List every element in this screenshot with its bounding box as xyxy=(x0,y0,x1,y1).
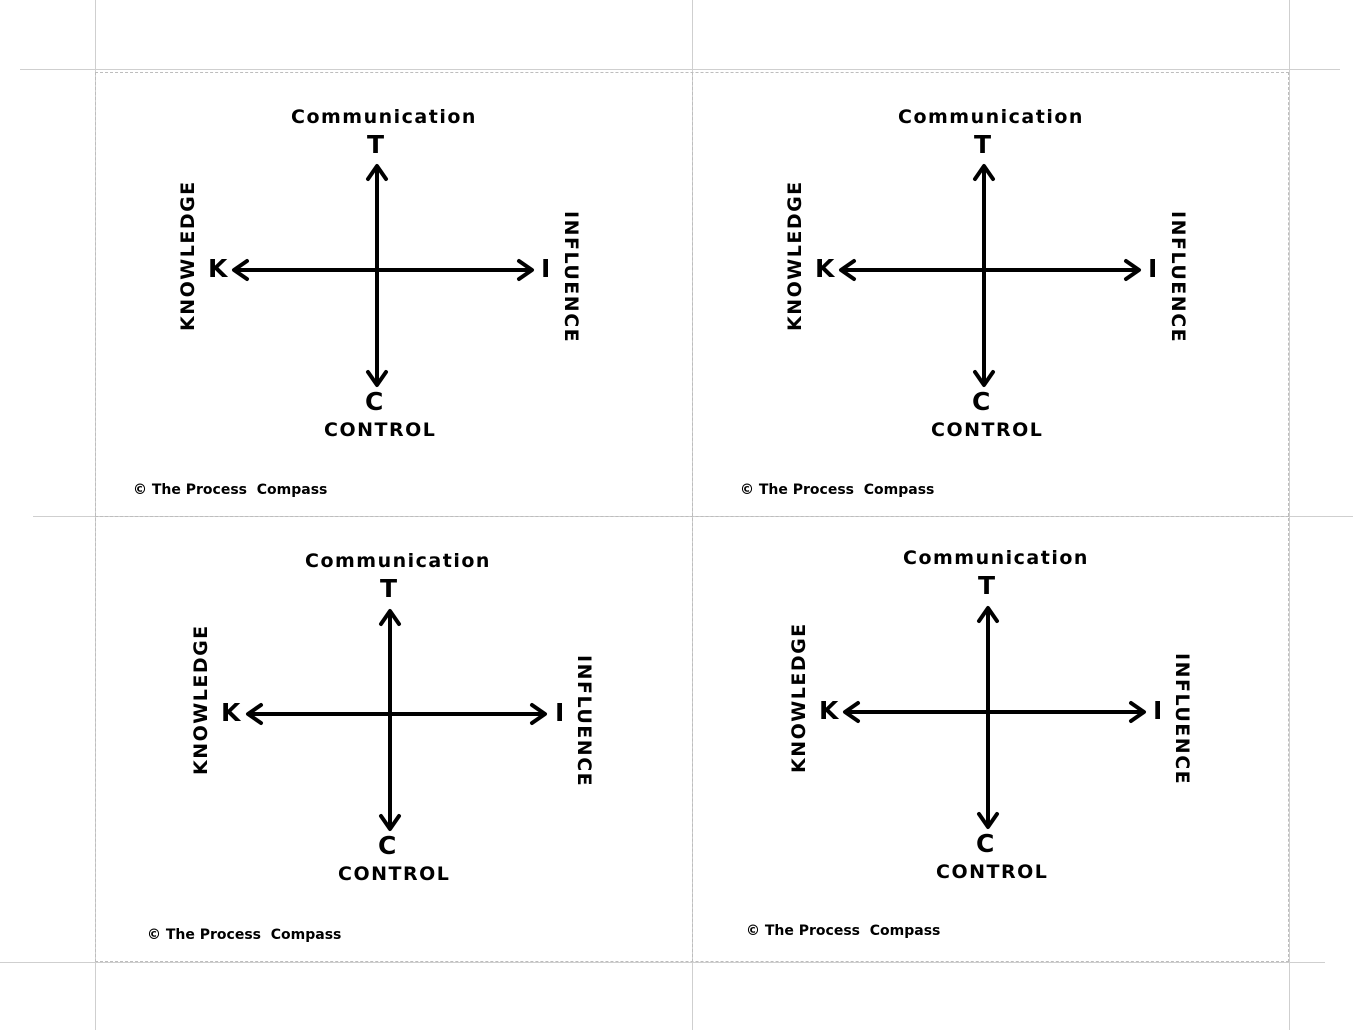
card-divider-vertical xyxy=(692,72,694,962)
bottom-axis-label: CONTROL xyxy=(936,861,1049,883)
left-axis-letter: K xyxy=(208,254,228,283)
copyright-text: © The Process Compass xyxy=(740,482,935,498)
top-axis-label: Communication xyxy=(305,550,491,572)
right-axis-label: INFLUENCE xyxy=(573,655,595,788)
right-axis-letter: I xyxy=(555,698,565,727)
top-axis-letter: T xyxy=(974,130,992,159)
compass-arrows xyxy=(839,164,1141,387)
bottom-axis-letter: C xyxy=(365,387,384,416)
left-axis-label: KNOWLEDGE xyxy=(784,180,806,331)
bottom-axis-label: CONTROL xyxy=(338,863,451,885)
right-axis-label: INFLUENCE xyxy=(1167,211,1189,344)
right-axis-label: INFLUENCE xyxy=(560,211,582,344)
cut-line-right xyxy=(1289,0,1290,1030)
compass-arrows xyxy=(232,164,534,387)
top-axis-label: Communication xyxy=(903,547,1089,569)
left-axis-label: KNOWLEDGE xyxy=(190,624,212,775)
compass-card: Communication T C CONTROL K I KNOWLEDGE … xyxy=(95,516,692,961)
left-axis-label: KNOWLEDGE xyxy=(177,180,199,331)
bottom-axis-letter: C xyxy=(972,387,991,416)
top-axis-label: Communication xyxy=(898,106,1084,128)
top-axis-letter: T xyxy=(380,574,398,603)
left-axis-letter: K xyxy=(819,696,839,725)
compass-arrows xyxy=(843,606,1146,829)
left-axis-letter: K xyxy=(815,254,835,283)
copyright-text: © The Process Compass xyxy=(147,927,342,943)
right-axis-letter: I xyxy=(541,254,551,283)
top-axis-letter: T xyxy=(978,571,996,600)
left-axis-letter: K xyxy=(221,698,241,727)
compass-card: Communication T C CONTROL K I KNOWLEDGE … xyxy=(692,516,1289,961)
cut-line-bottom xyxy=(0,962,1325,963)
left-axis-label: KNOWLEDGE xyxy=(788,622,810,773)
right-axis-letter: I xyxy=(1148,254,1158,283)
bottom-axis-letter: C xyxy=(976,829,995,858)
card-divider-horizontal xyxy=(95,516,1289,518)
top-axis-label: Communication xyxy=(291,106,477,128)
compass-card: Communication T C CONTROL K I KNOWLEDGE … xyxy=(692,72,1289,517)
top-axis-letter: T xyxy=(367,130,385,159)
right-axis-label: INFLUENCE xyxy=(1171,653,1193,786)
bottom-axis-letter: C xyxy=(378,831,397,860)
cut-line-top xyxy=(20,69,1340,70)
copyright-text: © The Process Compass xyxy=(133,482,328,498)
copyright-text: © The Process Compass xyxy=(746,923,941,939)
bottom-axis-label: CONTROL xyxy=(324,419,437,441)
bottom-axis-label: CONTROL xyxy=(931,419,1044,441)
right-axis-letter: I xyxy=(1153,696,1163,725)
compass-arrows xyxy=(246,609,547,831)
compass-card: Communication T C CONTROL K I KNOWLEDGE … xyxy=(95,72,692,517)
